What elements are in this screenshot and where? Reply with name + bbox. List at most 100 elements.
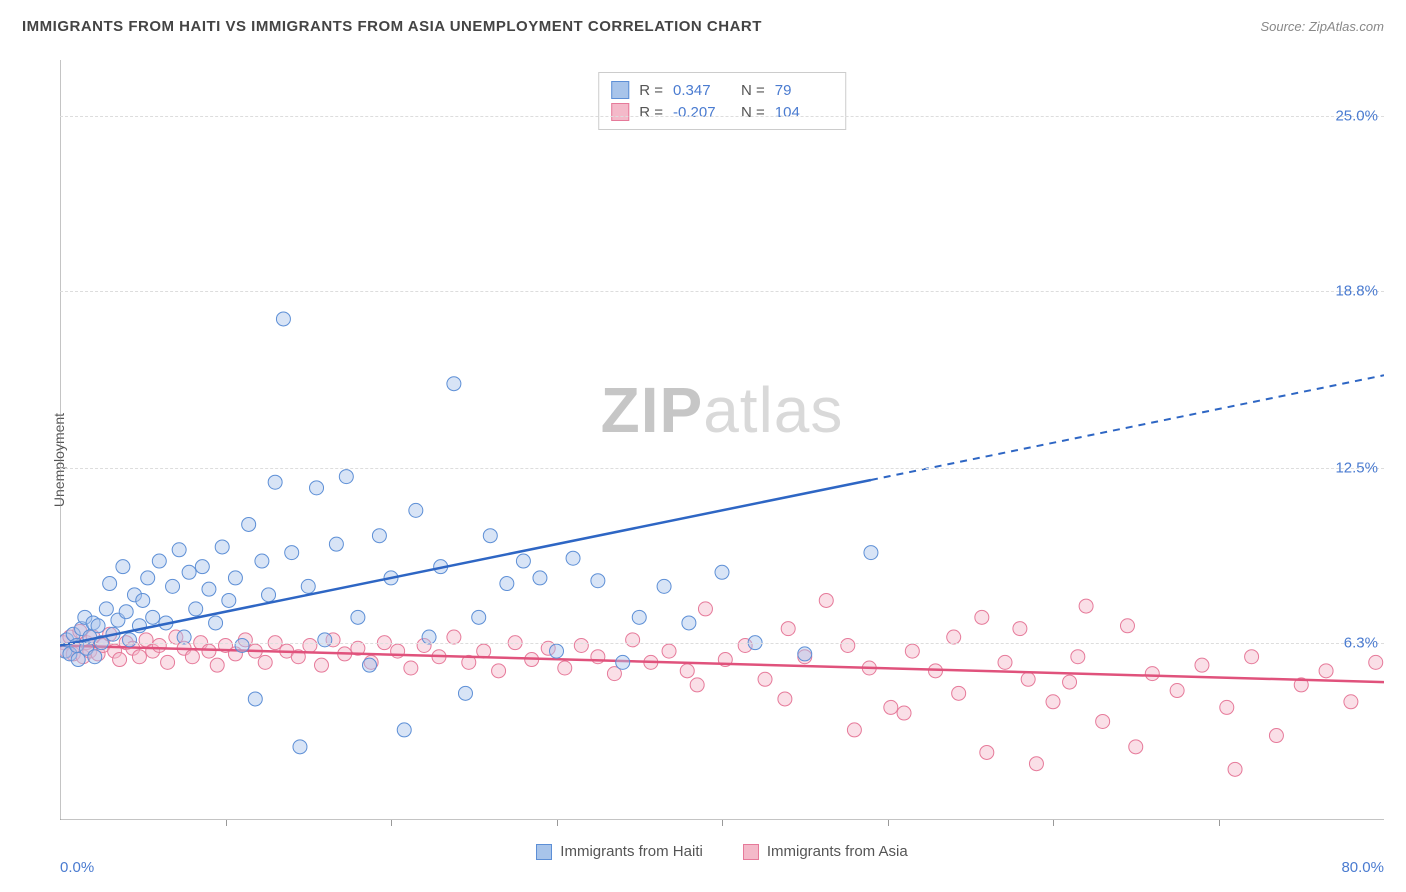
data-point: [632, 610, 646, 624]
data-point: [533, 571, 547, 585]
data-point: [1096, 714, 1110, 728]
data-point: [248, 692, 262, 706]
data-point: [500, 577, 514, 591]
data-point: [103, 577, 117, 591]
data-point: [276, 312, 290, 326]
data-point: [841, 638, 855, 652]
data-point: [166, 579, 180, 593]
gridline: [60, 291, 1384, 292]
data-point: [202, 644, 216, 658]
data-point: [397, 723, 411, 737]
r-value-asia: -0.207: [673, 104, 731, 121]
data-point: [1013, 622, 1027, 636]
data-point: [1129, 740, 1143, 754]
data-point: [146, 610, 160, 624]
data-point: [351, 610, 365, 624]
ytick-label: 12.5%: [1335, 460, 1378, 477]
data-point: [1195, 658, 1209, 672]
data-point: [255, 554, 269, 568]
data-point: [1029, 757, 1043, 771]
data-point: [657, 579, 671, 593]
data-point: [905, 644, 919, 658]
data-point: [483, 529, 497, 543]
swatch-haiti: [611, 81, 629, 99]
plot-region: ZIPatlas R = 0.347 N = 79 R = -0.207 N =…: [60, 60, 1384, 820]
data-point: [458, 686, 472, 700]
data-point: [1120, 619, 1134, 633]
stats-legend: R = 0.347 N = 79 R = -0.207 N = 104: [598, 72, 846, 130]
data-point: [409, 503, 423, 517]
data-point: [1071, 650, 1085, 664]
axis-origin-label: 0.0%: [60, 859, 94, 876]
data-point: [1269, 729, 1283, 743]
data-point: [99, 602, 113, 616]
data-point: [310, 481, 324, 495]
xtick-mark: [888, 820, 889, 826]
data-point: [152, 554, 166, 568]
data-point: [550, 644, 564, 658]
legend-item-haiti: Immigrants from Haiti: [536, 843, 703, 860]
data-point: [819, 593, 833, 607]
data-point: [798, 647, 812, 661]
data-point: [980, 745, 994, 759]
data-point: [1021, 672, 1035, 686]
data-point: [1170, 684, 1184, 698]
x-legend: Immigrants from Haiti Immigrants from As…: [60, 843, 1384, 860]
data-point: [242, 517, 256, 531]
data-point: [161, 655, 175, 669]
data-point: [864, 546, 878, 560]
data-point: [314, 658, 328, 672]
data-point: [1220, 700, 1234, 714]
chart-title: IMMIGRANTS FROM HAITI VS IMMIGRANTS FROM…: [22, 18, 762, 35]
data-point: [566, 551, 580, 565]
data-point: [329, 537, 343, 551]
xtick-mark: [722, 820, 723, 826]
gridline: [60, 116, 1384, 117]
stats-row-haiti: R = 0.347 N = 79: [611, 79, 833, 101]
data-point: [447, 377, 461, 391]
xtick-mark: [1219, 820, 1220, 826]
data-point: [516, 554, 530, 568]
data-point: [113, 653, 127, 667]
data-point: [558, 661, 572, 675]
n-value-haiti: 79: [775, 82, 833, 99]
data-point: [235, 638, 249, 652]
xtick-mark: [226, 820, 227, 826]
data-point: [258, 655, 272, 669]
data-point: [1369, 655, 1383, 669]
data-point: [262, 588, 276, 602]
data-point: [781, 622, 795, 636]
data-point: [1228, 762, 1242, 776]
data-point: [210, 658, 224, 672]
source-attribution: Source: ZipAtlas.com: [1260, 19, 1384, 34]
stats-row-asia: R = -0.207 N = 104: [611, 101, 833, 123]
legend-swatch-asia: [743, 844, 759, 860]
data-point: [715, 565, 729, 579]
data-point: [132, 650, 146, 664]
scatter-svg: [60, 60, 1384, 820]
gridline: [60, 643, 1384, 644]
data-point: [339, 470, 353, 484]
data-point: [591, 574, 605, 588]
data-point: [215, 540, 229, 554]
data-point: [362, 658, 376, 672]
data-point: [202, 582, 216, 596]
legend-label-haiti: Immigrants from Haiti: [560, 843, 703, 860]
data-point: [185, 650, 199, 664]
data-point: [698, 602, 712, 616]
data-point: [975, 610, 989, 624]
xtick-mark: [557, 820, 558, 826]
chart-area: Unemployment ZIPatlas R = 0.347 N = 79 R…: [22, 50, 1384, 870]
data-point: [1063, 675, 1077, 689]
data-point: [682, 616, 696, 630]
data-point: [123, 633, 137, 647]
data-point: [662, 644, 676, 658]
gridline: [60, 468, 1384, 469]
data-point: [404, 661, 418, 675]
ytick-label: 25.0%: [1335, 108, 1378, 125]
legend-item-asia: Immigrants from Asia: [743, 843, 908, 860]
n-value-asia: 104: [775, 104, 833, 121]
data-point: [268, 475, 282, 489]
data-point: [285, 546, 299, 560]
trend-line: [60, 480, 871, 646]
